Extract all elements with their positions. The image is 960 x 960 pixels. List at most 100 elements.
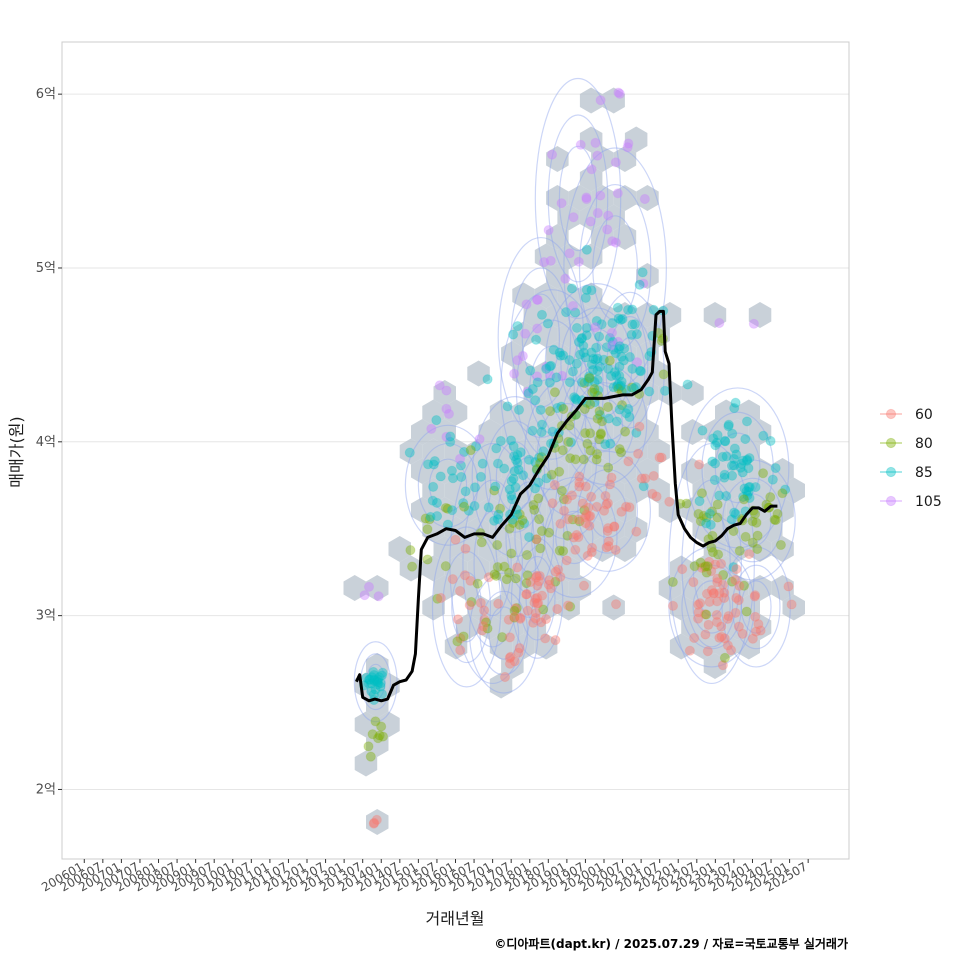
point-60 bbox=[555, 571, 566, 582]
point-85 bbox=[541, 473, 552, 484]
point-80 bbox=[574, 516, 585, 527]
hex-bin bbox=[726, 497, 749, 523]
point-85 bbox=[767, 474, 778, 485]
hex-bin bbox=[568, 497, 592, 523]
point-80 bbox=[713, 549, 724, 560]
hex-bin bbox=[726, 575, 749, 601]
point-105 bbox=[521, 299, 532, 310]
point-85 bbox=[508, 450, 520, 462]
point-60 bbox=[704, 596, 715, 608]
point-60 bbox=[460, 543, 471, 554]
point-85 bbox=[456, 471, 467, 483]
density-contour bbox=[484, 420, 546, 533]
point-85 bbox=[744, 492, 755, 504]
hex-bin bbox=[579, 360, 603, 387]
point-85 bbox=[565, 437, 577, 448]
point-105 bbox=[603, 210, 614, 221]
point-85 bbox=[697, 425, 708, 436]
point-60 bbox=[499, 671, 511, 683]
hex-bin bbox=[771, 497, 794, 523]
hex-bin bbox=[557, 399, 580, 426]
point-60 bbox=[651, 491, 662, 502]
point-85 bbox=[372, 677, 384, 688]
point-85 bbox=[589, 376, 600, 388]
point-85 bbox=[606, 370, 617, 382]
point-85 bbox=[536, 426, 547, 438]
point-85 bbox=[477, 458, 488, 469]
hex-bin bbox=[602, 360, 625, 387]
hex-bin bbox=[512, 594, 535, 621]
point-85 bbox=[637, 267, 648, 278]
point-60 bbox=[631, 526, 642, 537]
point-85 bbox=[505, 435, 517, 446]
point-85 bbox=[741, 416, 753, 427]
density-contour bbox=[595, 291, 665, 453]
hex-bin bbox=[501, 614, 524, 640]
point-85 bbox=[493, 509, 504, 520]
point-60 bbox=[515, 612, 526, 623]
point-60 bbox=[633, 448, 644, 459]
point-80 bbox=[422, 524, 433, 535]
point-60 bbox=[702, 646, 713, 657]
point-80 bbox=[557, 445, 568, 456]
point-60 bbox=[509, 656, 520, 667]
hex-bin bbox=[467, 438, 490, 465]
point-85 bbox=[638, 481, 649, 492]
point-60 bbox=[573, 532, 584, 543]
point-85 bbox=[482, 374, 493, 385]
point-85 bbox=[590, 354, 601, 365]
y-axis-title: 매매가(원) bbox=[7, 416, 26, 487]
point-105 bbox=[545, 370, 556, 381]
point-80 bbox=[377, 731, 389, 742]
point-85 bbox=[519, 518, 530, 529]
point-60 bbox=[725, 645, 737, 656]
point-80 bbox=[615, 447, 627, 458]
point-85 bbox=[515, 447, 526, 458]
hex-bin bbox=[467, 555, 490, 582]
point-105 bbox=[522, 386, 533, 397]
point-60 bbox=[708, 588, 720, 599]
point-60 bbox=[684, 645, 695, 656]
point-80 bbox=[747, 537, 758, 548]
point-80 bbox=[620, 426, 631, 437]
point-80 bbox=[521, 549, 533, 561]
hex-bin bbox=[534, 516, 558, 543]
legend-key-point bbox=[885, 437, 897, 449]
point-85 bbox=[564, 354, 575, 366]
point-105 bbox=[607, 236, 618, 247]
point-60 bbox=[563, 514, 574, 525]
point-85 bbox=[704, 508, 716, 519]
hex-bin bbox=[546, 185, 569, 211]
point-60 bbox=[601, 542, 612, 553]
point-85 bbox=[513, 464, 524, 475]
point-85 bbox=[622, 304, 634, 316]
point-60 bbox=[712, 577, 723, 588]
hex-bin bbox=[681, 458, 704, 484]
point-60 bbox=[577, 498, 588, 509]
point-85 bbox=[631, 329, 642, 340]
point-85 bbox=[729, 507, 740, 518]
point-60 bbox=[543, 579, 554, 590]
point-85 bbox=[556, 401, 567, 412]
point-60 bbox=[719, 592, 730, 604]
point-80 bbox=[543, 527, 555, 538]
point-80 bbox=[558, 403, 569, 415]
point-60 bbox=[580, 481, 591, 492]
point-105 bbox=[531, 371, 543, 382]
hex-bin bbox=[715, 594, 738, 621]
point-60 bbox=[712, 596, 723, 607]
density-contour bbox=[681, 564, 742, 650]
hex-bin bbox=[523, 614, 547, 640]
hex-bin bbox=[534, 243, 558, 270]
density-contour bbox=[681, 479, 742, 648]
point-105 bbox=[532, 294, 543, 305]
point-85 bbox=[506, 490, 517, 501]
hex-bin bbox=[748, 575, 772, 601]
point-80 bbox=[757, 468, 769, 479]
point-105 bbox=[441, 385, 452, 396]
point-85 bbox=[428, 459, 439, 470]
legend: 60 80 85 105 bbox=[880, 407, 942, 510]
point-85 bbox=[731, 449, 742, 460]
point-60 bbox=[531, 572, 542, 583]
point-85 bbox=[533, 452, 545, 463]
